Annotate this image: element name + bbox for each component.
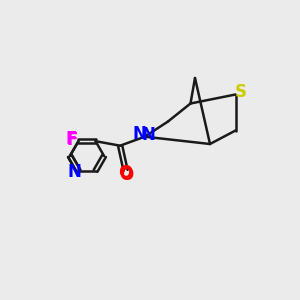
Text: N: N <box>68 163 82 181</box>
Text: S: S <box>235 83 247 101</box>
Text: N: N <box>141 126 155 144</box>
Text: O: O <box>119 166 133 184</box>
Text: N: N <box>132 125 146 143</box>
Text: O: O <box>118 164 133 182</box>
Text: F: F <box>66 131 77 149</box>
Text: F: F <box>65 130 76 148</box>
